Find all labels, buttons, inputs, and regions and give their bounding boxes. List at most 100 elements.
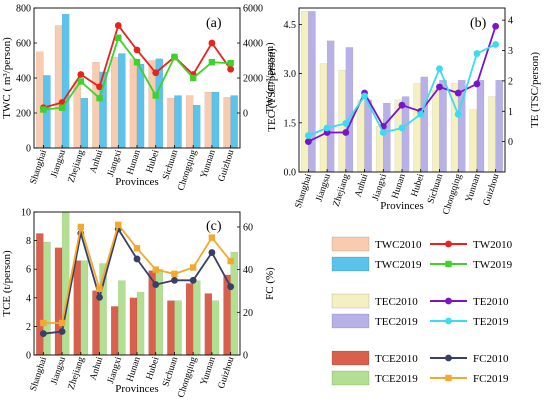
y-right-tick-label: 1 [508, 107, 513, 118]
point-te2019-hubei [417, 110, 425, 118]
x-tick-label-yunnan: Yunnan [464, 173, 483, 204]
point-fc2010-jiangsu [58, 328, 66, 335]
point-te2019-anhui [361, 92, 368, 100]
bar-tec2010-sichuan [432, 89, 440, 173]
point-fc2010-sichuan [171, 276, 178, 284]
point-fc2019-anhui [96, 285, 103, 293]
bar-tce2010-jiangsu [54, 247, 63, 356]
legend: TWC2010 TW2010 TWC2019 TW2019 TEC2010 TE2010 T… [331, 236, 513, 386]
point-te2010-hunan [398, 101, 406, 109]
point-fc2019-shanghai [40, 319, 47, 327]
x-tick-label-jiangsu: Jiangsu [50, 356, 68, 386]
legend-marker-te2010 [445, 297, 452, 305]
y-right-tick-label: 20 [243, 308, 253, 319]
point-te2019-chongqing [454, 110, 462, 118]
bar-tce2019-yunnan [211, 300, 220, 356]
x-axis-title: Provinces [115, 176, 158, 188]
legend-swatch-tec2010 [331, 293, 370, 309]
x-tick-label-sichuan: Sichuan [426, 173, 445, 205]
x-tick-label-anhui: Anhui [89, 148, 106, 174]
legend-label-twc2019: TWC2019 [375, 259, 422, 271]
legend-label-fc2010: FC2010 [473, 353, 509, 365]
x-tick-label-shanghai: Shanghai [294, 172, 315, 209]
point-te2019-zhejiang [342, 120, 350, 127]
x-tick-label-jiangxi: Jiangxi [106, 149, 124, 179]
y-right-axis-title: TE (TSC/person) [529, 52, 541, 128]
bar-twc2010-yunnan [204, 91, 213, 149]
bar-tce2019-jiangxi [118, 280, 126, 356]
y-right-axis-title: TW (m³/person) [264, 42, 276, 114]
bar-tec2010-anhui [357, 99, 365, 173]
point-tw2019-yunnan [208, 59, 216, 66]
point-te2019-jiangsu [323, 124, 331, 132]
bar-tec2019-guizhou [495, 79, 503, 173]
legend-marker-tw2019 [445, 260, 452, 268]
point-fc2019-jiangsu [58, 319, 66, 327]
x-tick-label-sichuan: Sichuan [161, 356, 180, 388]
bar-twc2010-zhejiang [73, 82, 82, 149]
point-te2019-yunnan [473, 50, 481, 57]
panel-tag: (b) [470, 16, 487, 31]
x-axis-title: Provinces [115, 383, 158, 395]
y-right-tick-label: 40 [243, 265, 253, 276]
bar-twc2019-sichuan [174, 95, 182, 149]
bar-twc2019-guizhou [230, 95, 238, 149]
x-tick-label-guizhou: Guizhou [217, 149, 237, 183]
point-fc2010-shanghai [39, 330, 47, 338]
legend-label-tce2019: TCE2019 [375, 373, 418, 385]
legend-swatch-tec2019 [331, 313, 370, 329]
point-fc2019-hunan [133, 245, 141, 252]
legend-swatch-tce2019 [331, 370, 370, 386]
x-tick-label-chongqing: Chongqing [441, 173, 464, 216]
bar-tce2019-shanghai [43, 241, 51, 356]
point-te2019-sichuan [436, 65, 443, 73]
point-tw2019-jiangsu [58, 104, 66, 111]
bar-tec2019-jiangsu [326, 40, 335, 173]
point-tw2019-shanghai [40, 106, 47, 113]
point-fc2010-hunan [133, 255, 141, 263]
point-te2019-jiangxi [379, 129, 387, 136]
x-tick-label-jiangxi: Jiangxi [371, 173, 389, 203]
legend-swatch-tce2010 [331, 350, 370, 366]
point-tw2019-hubei [152, 92, 159, 99]
point-tw2019-sichuan [171, 53, 178, 61]
x-tick-label-hunan: Hunan [391, 173, 408, 200]
x-tick-label-zhejiang: Zhejiang [67, 356, 87, 391]
x-tick-label-guizhou: Guizhou [217, 356, 237, 390]
legend-swatch-twc2010 [331, 236, 370, 252]
bar-tce2010-yunnan [204, 293, 213, 356]
bar-tec2019-sichuan [439, 79, 447, 173]
point-fc2010-anhui [96, 293, 103, 301]
bar-tce2010-zhejiang [73, 260, 82, 356]
point-fc2019-yunnan [208, 234, 216, 241]
y-right-tick-label: 60 [243, 222, 253, 233]
y-tick-label: 800 [16, 4, 31, 15]
point-te2010-zhejiang [342, 129, 350, 136]
point-tw2010-guizhou [227, 65, 235, 73]
x-axis-title: Provinces [380, 200, 423, 212]
y-tick-label: 0 [26, 144, 31, 155]
y-tick-label: 200 [16, 109, 31, 120]
legend-marker-tw2010 [445, 240, 452, 248]
bar-tce2019-sichuan [174, 300, 182, 356]
legend-label-twc2010: TWC2010 [375, 239, 422, 251]
legend-label-tw2019: TW2019 [473, 259, 513, 271]
bar-tec2010-hubei [413, 83, 421, 173]
y-right-tick-label: 0 [243, 351, 248, 362]
point-fc2010-yunnan [208, 249, 216, 256]
x-tick-label-anhui: Anhui [89, 355, 106, 381]
point-tw2010-anhui [96, 83, 103, 91]
bar-twc2010-sichuan [167, 97, 175, 149]
y-tick-label: 400 [16, 74, 31, 85]
y-tick-label: 0 [26, 351, 31, 362]
point-fc2010-guizhou [227, 283, 235, 291]
bar-tec2010-guizhou [488, 96, 496, 173]
bar-tec2010-jiangsu [319, 63, 328, 173]
bar-tce2019-chongqing [192, 280, 201, 356]
point-tw2010-zhejiang [77, 71, 85, 78]
y-right-tick-label: 0 [243, 109, 248, 120]
x-tick-label-zhejiang: Zhejiang [332, 173, 352, 208]
y-axis-title: TWC ( m³/person) [1, 37, 13, 119]
point-fc2010-chongqing [189, 276, 197, 284]
